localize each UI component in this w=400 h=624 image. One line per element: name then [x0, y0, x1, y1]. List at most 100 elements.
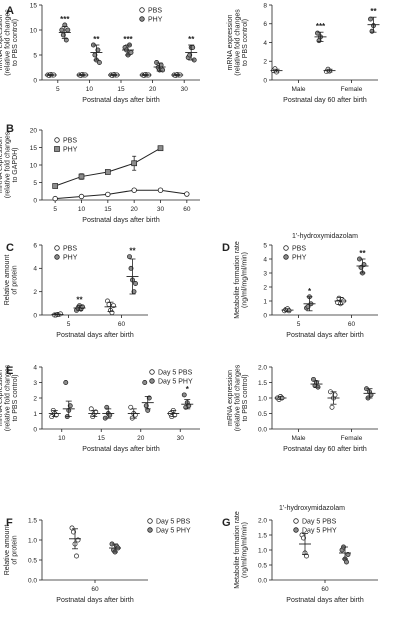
data-point: [52, 195, 58, 202]
data-point: [131, 160, 138, 167]
panel-letter-F: F: [6, 517, 13, 529]
x-tick-label: 10: [58, 435, 66, 442]
data-point: [78, 173, 85, 180]
data-point: [368, 392, 374, 398]
legend-marker: [54, 146, 60, 152]
y-tick-label: 0: [33, 312, 37, 319]
data-point: [160, 67, 166, 73]
y-tick-label: 20: [30, 127, 38, 134]
data-point: [301, 535, 306, 541]
data-point: [368, 16, 373, 22]
y-tick-label: 5: [33, 180, 37, 187]
data-point: [305, 304, 311, 310]
x-tick-label: 60: [183, 206, 191, 213]
y-tick-label: 0.5: [258, 411, 267, 418]
panel-letter-C: C: [6, 242, 14, 254]
y-tick-label: 5: [33, 52, 37, 59]
y-tick-label: 1.0: [258, 547, 267, 554]
data-point: [184, 191, 190, 197]
y-axis-label: mRNA expression: [0, 137, 4, 193]
significance-label: ***: [316, 22, 326, 31]
x-tick-label: 30: [157, 206, 165, 213]
data-point: [88, 406, 94, 412]
x-axis-label: Postnatal days after birth: [56, 597, 134, 604]
y-axis-label: (relative fold changes: [235, 364, 242, 431]
y-axis-label: to PBS control): [242, 19, 249, 66]
legend-marker: [149, 378, 155, 384]
data-point: [181, 392, 187, 398]
x-tick-label: 10: [86, 86, 94, 93]
panel-A2: 0 2 4 6 8 Male Female Postnatal day 60 after bi…: [227, 2, 380, 104]
x-tick-label: Female: [341, 435, 363, 442]
y-tick-label: 4: [263, 256, 267, 263]
x-tick-label: 20: [149, 86, 157, 93]
y-tick-label: 15: [30, 145, 38, 152]
significance-label: **: [370, 7, 377, 16]
legend-marker: [139, 7, 145, 13]
y-axis-label: Relative amount: [4, 255, 11, 306]
x-tick-label: 5: [297, 321, 301, 328]
y-tick-label: 1.5: [258, 380, 267, 387]
y-axis-label: mRNA expression: [227, 370, 234, 426]
y-tick-label: 0: [263, 77, 267, 84]
x-axis-label: Postnatal days after birth: [56, 332, 134, 339]
y-tick-label: 0.5: [258, 562, 267, 569]
legend-label: PBS: [63, 246, 77, 253]
y-tick-label: 2: [33, 395, 37, 402]
y-axis-label: mRNA expression: [0, 370, 4, 426]
x-tick-label: Female: [341, 86, 363, 93]
panel-G: G 1'-hydroxymidazolam 0.0 0.5 1.0 1.5 2.0 60 Pos…: [222, 505, 378, 604]
y-tick-label: 4: [263, 40, 267, 47]
x-tick-label: 60: [348, 321, 356, 328]
data-point: [315, 30, 320, 36]
y-axis-label: Metabolite formation rate: [234, 511, 241, 589]
x-axis-label: Postnatal days after birth: [82, 217, 160, 224]
significance-label: **: [93, 35, 100, 44]
legend-marker: [293, 527, 299, 533]
y-tick-label: 2: [263, 284, 267, 291]
panel-B: B 0 5 10 15 20 5 10 15 20 30 60 Postnatal days after…: [0, 123, 200, 224]
x-tick-label: 30: [181, 86, 189, 93]
y-tick-label: 1: [33, 411, 37, 418]
data-point: [71, 529, 76, 535]
data-point: [128, 404, 134, 410]
y-tick-label: 1: [263, 298, 267, 305]
x-tick-label: 60: [118, 321, 126, 328]
data-point: [304, 553, 309, 559]
data-point: [59, 27, 65, 33]
x-axis-label: Postnatal days after birth: [286, 332, 364, 339]
y-tick-label: 5: [263, 242, 267, 249]
legend-marker: [54, 245, 60, 251]
legend-marker: [283, 254, 289, 260]
panel-letter-A1: A: [6, 5, 14, 17]
y-axis-label: to PBS control): [12, 374, 19, 421]
data-point: [311, 376, 316, 382]
significance-label: *: [186, 385, 190, 394]
data-point: [104, 169, 111, 175]
y-axis-label: mRNA expression: [227, 14, 234, 70]
data-point: [142, 380, 148, 385]
data-point: [52, 183, 59, 189]
y-axis-label: to PBS control): [12, 19, 19, 66]
y-tick-label: 2.0: [258, 364, 267, 371]
legend-label: Day 5 PHY: [158, 379, 193, 386]
panel-letter-D: D: [222, 242, 230, 254]
y-tick-label: 3: [33, 380, 37, 387]
data-point: [157, 145, 164, 152]
x-axis-label: Postnatal day 60 after birth: [283, 97, 367, 104]
panel-letter-G: G: [222, 517, 231, 529]
x-tick-label: 30: [177, 435, 185, 442]
y-axis-label: (relative fold changes: [235, 9, 242, 76]
data-point: [186, 403, 192, 409]
y-axis-label: of protein: [12, 535, 19, 564]
data-point: [53, 412, 59, 418]
data-point: [332, 392, 338, 398]
x-tick-label: 5: [53, 206, 57, 213]
significance-label: **: [359, 249, 366, 258]
x-tick-label: 5: [56, 86, 60, 93]
panel-E2: 0.0 0.5 1.0 1.5 2.0 Male Female Postnatal day 6…: [227, 364, 378, 453]
y-tick-label: 4: [33, 364, 37, 371]
x-tick-label: Male: [291, 86, 305, 93]
y-tick-label: 0.0: [258, 426, 267, 433]
